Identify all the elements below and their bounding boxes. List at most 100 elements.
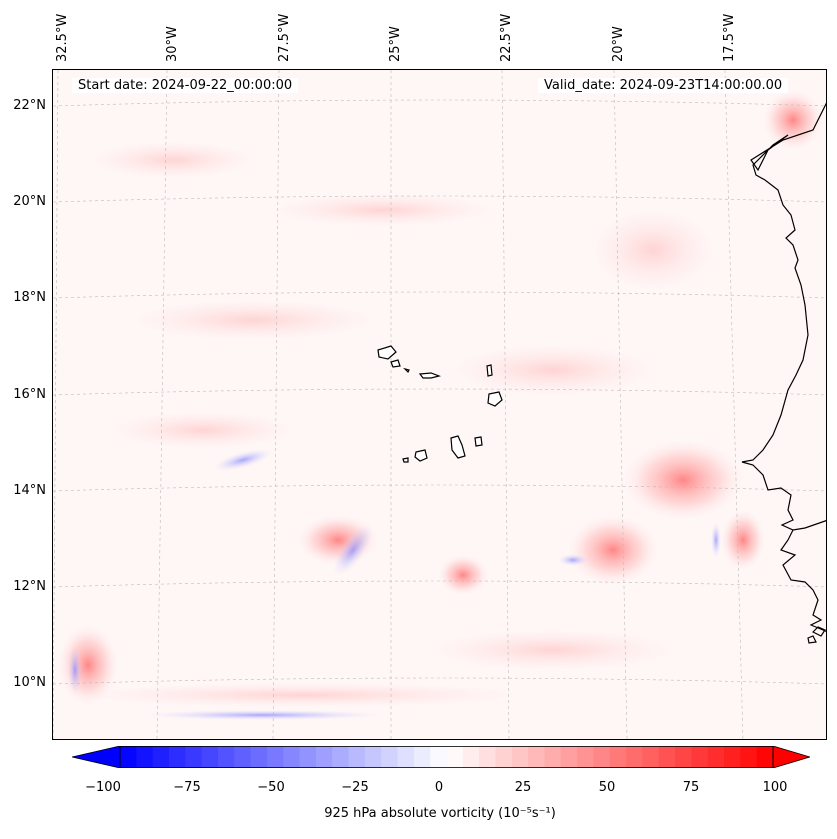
meridian <box>272 70 280 739</box>
vorticity-blob <box>113 412 293 448</box>
colorbar-tick: −75 <box>173 780 201 795</box>
vorticity-map <box>53 70 826 739</box>
colorbar-tick: 100 <box>762 780 788 795</box>
colorbar-max-extend <box>772 746 810 768</box>
colorbar-tick: 25 <box>514 780 532 795</box>
colorbar-segment <box>348 746 366 768</box>
vorticity-blob <box>273 194 493 226</box>
vorticity-blob <box>333 524 373 576</box>
colorbar-segment <box>691 746 709 768</box>
bissau-islands <box>807 626 826 644</box>
vorticity-blob <box>93 142 253 178</box>
colorbar-segment <box>299 746 317 768</box>
lat-label: 20°N <box>13 194 46 209</box>
parallel <box>53 580 826 588</box>
lat-label: 10°N <box>13 675 46 690</box>
vorticity-blob <box>558 554 588 566</box>
vorticity-blob <box>593 210 713 290</box>
island-maio <box>474 436 483 447</box>
lon-label: 25°W <box>388 26 403 62</box>
colorbar-tick: −50 <box>257 780 285 795</box>
colorbar-segment <box>136 746 154 768</box>
colorbar-segment <box>462 746 480 768</box>
coastline <box>741 102 826 644</box>
colorbar-segment <box>413 746 431 768</box>
parallel <box>53 677 826 685</box>
colorbar-segment <box>315 746 333 768</box>
colorbar-segment <box>332 746 350 768</box>
colorbar-segment <box>168 746 186 768</box>
cape-verde-islands <box>377 345 503 463</box>
parallel <box>53 99 826 107</box>
vorticity-blob <box>763 90 823 150</box>
colorbar-segment <box>266 746 284 768</box>
colorbar-tick: −100 <box>85 780 121 795</box>
island-sal <box>486 364 493 377</box>
colorbar-segment <box>528 746 545 768</box>
colorbar-segment <box>658 746 676 768</box>
vorticity-blob <box>438 555 488 595</box>
colorbar-segment <box>152 746 170 768</box>
lon-label: 20°W <box>611 26 626 62</box>
colorbar-segment <box>234 746 252 768</box>
lon-label: 32.5°W <box>55 13 70 62</box>
colorbar-segment <box>201 746 219 768</box>
colorbar-tick: 50 <box>598 780 616 795</box>
island-sao-vicente <box>390 359 401 368</box>
colorbar-tick: 75 <box>682 780 700 795</box>
lon-label: 17.5°W <box>722 13 737 62</box>
colorbar-segment <box>609 746 627 768</box>
island-sao-nicolau <box>418 372 442 379</box>
colorbar-segment <box>430 746 447 768</box>
colorbar-segment <box>364 746 382 768</box>
vorticity-blob <box>711 522 721 558</box>
colorbar-segment <box>185 746 203 768</box>
lat-label: 18°N <box>13 290 46 305</box>
meridian <box>613 70 628 739</box>
vorticity-blob <box>83 683 523 707</box>
colorbar-segment <box>593 746 611 768</box>
vorticity-blob <box>568 515 658 585</box>
colorbar-segment <box>560 746 578 768</box>
parallel <box>53 195 826 203</box>
island-santa-luzia <box>403 367 410 374</box>
colorbar-segment <box>642 746 660 768</box>
parallel <box>53 484 826 492</box>
valid-date-label: Valid_date: 2024-09-23T14:00:00.00 <box>538 78 789 93</box>
vorticity-field <box>58 90 823 720</box>
colorbar-segment <box>740 746 758 768</box>
vorticity-blob <box>453 345 653 395</box>
vorticity-blob <box>721 510 765 570</box>
island-fogo <box>414 449 428 462</box>
colorbar-min-extend <box>72 746 121 768</box>
lat-label: 14°N <box>13 483 46 498</box>
graticule <box>53 70 826 739</box>
meridian <box>501 70 510 739</box>
colorbar <box>72 746 810 768</box>
colorbar-segment <box>756 746 774 768</box>
colorbar-segment <box>217 746 235 768</box>
colorbar-segment <box>120 746 137 768</box>
colorbar-segment <box>724 746 741 768</box>
lon-label: 22.5°W <box>499 13 514 62</box>
lat-label: 22°N <box>13 98 46 113</box>
colorbar-segment <box>511 746 529 768</box>
colorbar-segment <box>446 746 464 768</box>
colorbar-segment <box>381 746 399 768</box>
colorbar-segment <box>283 746 301 768</box>
vorticity-blob <box>68 645 82 695</box>
colorbar-segment <box>577 746 594 768</box>
lat-label: 12°N <box>13 579 46 594</box>
colorbar-segment <box>495 746 513 768</box>
colorbar-frame <box>119 746 774 768</box>
colorbar-segments <box>120 746 774 768</box>
colorbar-tick: 0 <box>434 780 444 795</box>
colorbar-segment <box>675 746 692 768</box>
parallel <box>53 388 826 396</box>
colorbar-segment <box>544 746 562 768</box>
colorbar-label: 925 hPa absolute vorticity (10⁻⁵s⁻¹) <box>324 806 556 821</box>
vorticity-blob <box>133 300 373 340</box>
senegal-coastline <box>780 529 826 632</box>
start-date-label: Start date: 2024-09-22_00:00:00 <box>72 78 299 93</box>
africa-coastline <box>741 102 826 531</box>
